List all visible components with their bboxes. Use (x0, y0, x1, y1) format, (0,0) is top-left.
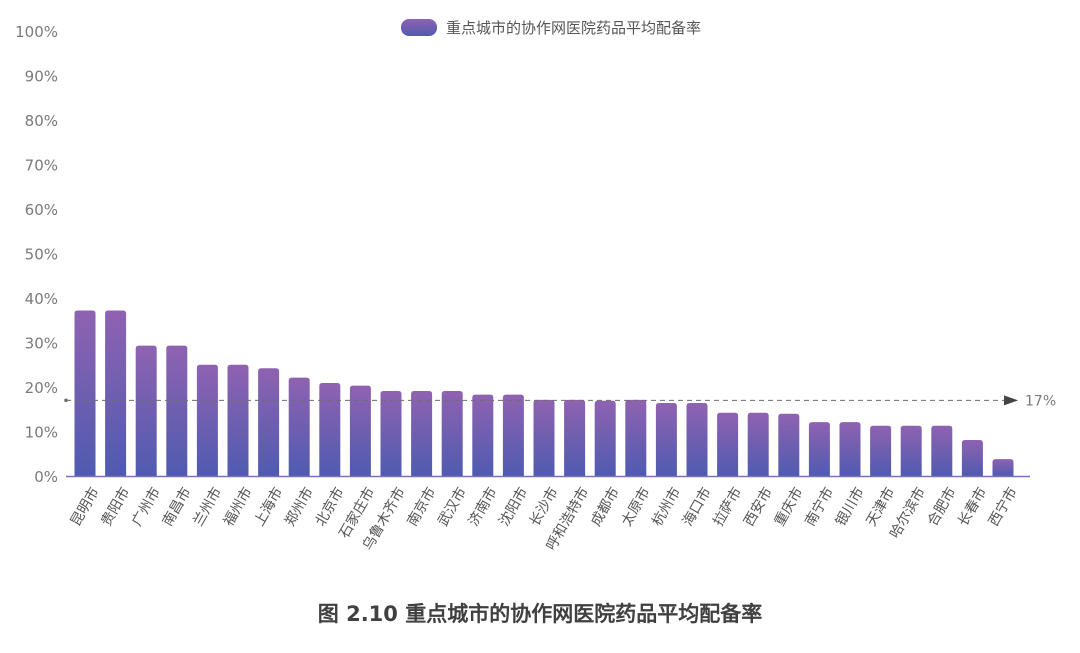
bar (502, 394, 524, 476)
bar (870, 425, 892, 476)
y-tick-label: 10% (25, 424, 58, 442)
bar (808, 422, 830, 476)
bar (472, 394, 494, 476)
bar (258, 368, 280, 476)
x-tick-label: 海口市 (679, 484, 715, 529)
x-tick-label: 兰州市 (189, 484, 225, 529)
bar (380, 391, 402, 476)
x-tick-label: 拉萨市 (710, 484, 746, 529)
chart-caption: 图 2.10 重点城市的协作网医院药品平均配备率 (317, 602, 763, 626)
y-tick-label: 100% (15, 23, 58, 41)
y-tick-label: 20% (25, 379, 58, 397)
x-tick-label: 长春市 (954, 484, 990, 529)
y-tick-label: 80% (25, 112, 58, 130)
bar (533, 399, 555, 476)
x-tick-label: 广州市 (128, 484, 164, 529)
bar (961, 439, 983, 476)
bar (900, 425, 922, 476)
bar (747, 412, 769, 476)
y-tick-label: 70% (25, 157, 58, 175)
bar (839, 422, 861, 476)
x-tick-label: 福州市 (220, 484, 256, 529)
bar (105, 310, 127, 476)
y-tick-label: 40% (25, 290, 58, 308)
x-tick-label: 武汉市 (434, 484, 470, 529)
y-tick-label: 60% (25, 201, 58, 219)
reference-line: 17% (64, 393, 1056, 409)
x-tick-label: 济南市 (465, 484, 501, 529)
bar (349, 385, 371, 476)
bars (74, 310, 1014, 476)
bar (594, 400, 616, 476)
bar (686, 403, 708, 476)
legend-label: 重点城市的协作网医院药品平均配备率 (446, 19, 701, 37)
x-tick-label: 贵阳市 (98, 484, 134, 529)
x-tick-label: 西宁市 (985, 484, 1021, 529)
bar (564, 399, 586, 476)
bar (288, 377, 310, 476)
reference-line-arrow (1004, 395, 1018, 406)
bar (717, 412, 739, 476)
y-tick-label: 0% (34, 468, 58, 486)
bar (196, 364, 218, 476)
bar (74, 310, 96, 476)
bar (655, 403, 677, 476)
bar (441, 391, 463, 476)
bar (411, 391, 433, 476)
y-tick-label: 50% (25, 246, 58, 264)
x-tick-label: 西安市 (740, 484, 776, 529)
x-tick-label: 南京市 (404, 484, 440, 529)
x-tick-label: 成都市 (587, 484, 623, 529)
x-tick-label: 南宁市 (801, 484, 837, 529)
x-tick-label: 太原市 (618, 484, 654, 529)
x-tick-label: 上海市 (251, 484, 287, 529)
x-tick-label: 杭州市 (648, 484, 684, 529)
bar (778, 413, 800, 476)
bar (135, 345, 157, 476)
bar (992, 459, 1014, 476)
y-tick-label: 90% (25, 68, 58, 86)
x-tick-label: 昆明市 (67, 484, 103, 529)
x-tick-label: 沈阳市 (495, 484, 531, 529)
x-tick-label: 银川市 (832, 484, 868, 529)
bar (166, 345, 188, 476)
legend: 重点城市的协作网医院药品平均配备率 (401, 19, 701, 37)
y-tick-label: 30% (25, 335, 58, 353)
reference-line-label: 17% (1025, 393, 1056, 409)
x-tick-label: 南昌市 (159, 484, 195, 529)
legend-swatch (401, 19, 437, 36)
bar (319, 382, 341, 476)
x-tick-label: 重庆市 (771, 484, 807, 529)
bar (625, 399, 647, 476)
x-tick-label: 郑州市 (281, 484, 317, 529)
x-tick-label: 合肥市 (924, 484, 960, 529)
bar (227, 364, 249, 476)
x-axis-labels: 昆明市贵阳市广州市南昌市兰州市福州市上海市郑州市北京市石家庄市乌鲁木齐市南京市武… (67, 484, 1021, 553)
bar (931, 425, 953, 476)
y-axis: 0% 10% 20% 30% 40% 50% 60% 70% 80% 90% 100% (15, 23, 58, 486)
